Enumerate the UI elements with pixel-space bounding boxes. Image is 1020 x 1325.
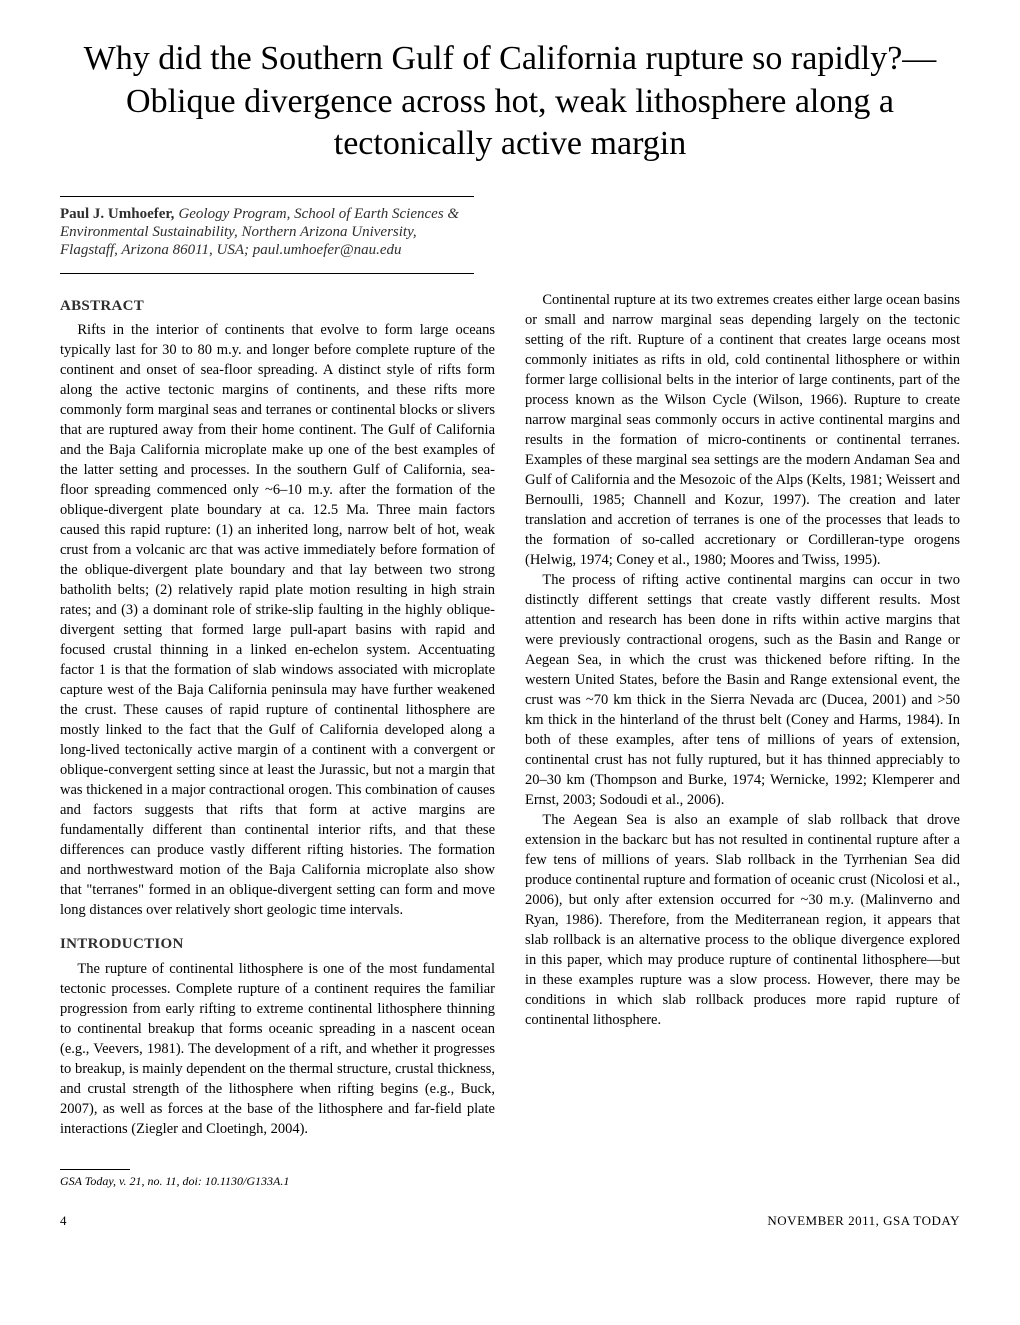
abstract-heading: ABSTRACT — [60, 296, 495, 317]
footnote-citation: GSA Today, v. 21, no. 11, doi: 10.1130/G… — [60, 1174, 960, 1189]
author-block: Paul J. Umhoefer, Geology Program, Schoo… — [60, 205, 474, 259]
journal-name: NOVEMBER 2011, GSA TODAY — [767, 1213, 960, 1229]
article-title: Why did the Southern Gulf of California … — [60, 38, 960, 166]
introduction-heading: INTRODUCTION — [60, 934, 495, 955]
footnote-rule — [60, 1169, 130, 1170]
author-name: Paul J. Umhoefer, — [60, 206, 174, 222]
author-rule-top — [60, 196, 474, 197]
intro-p3: The process of rifting active continenta… — [525, 570, 960, 810]
intro-p2: Continental rupture at its two extremes … — [525, 290, 960, 570]
abstract-text: Rifts in the interior of continents that… — [60, 320, 495, 920]
page-number: 4 — [60, 1213, 67, 1229]
author-rule-bottom — [60, 273, 474, 274]
page-footer: 4 NOVEMBER 2011, GSA TODAY — [60, 1213, 960, 1229]
intro-p4: The Aegean Sea is also an example of sla… — [525, 810, 960, 1030]
intro-p1: The rupture of continental lithosphere i… — [60, 959, 495, 1139]
body-columns: ABSTRACT Rifts in the interior of contin… — [60, 290, 960, 1139]
